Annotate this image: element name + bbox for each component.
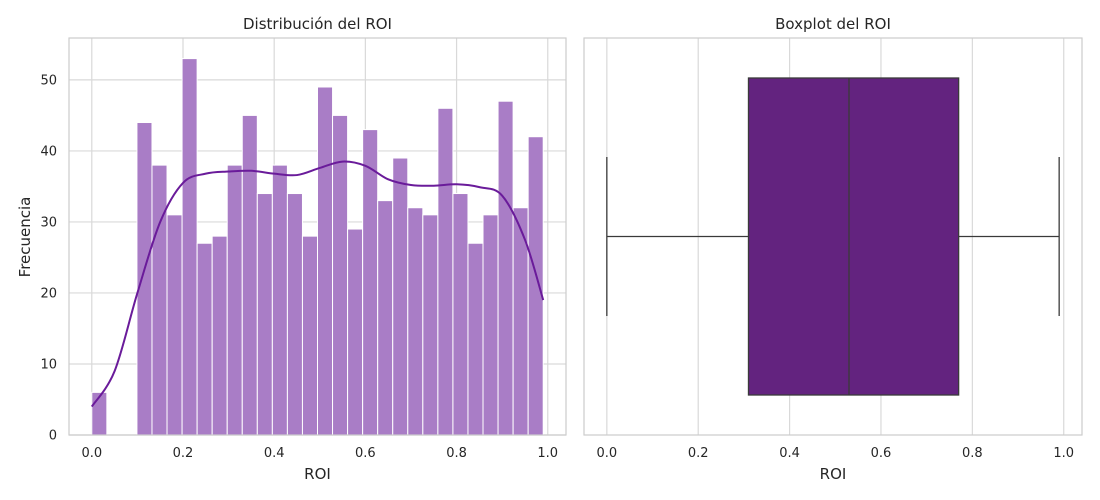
histogram-frame	[68, 37, 567, 436]
histogram-bar	[226, 164, 243, 436]
histogram-x-ticks: 0.0 0.2 0.4 0.6 0.8 1.0	[81, 446, 558, 461]
histogram-bar	[211, 235, 228, 436]
histogram-bar	[136, 122, 153, 436]
histogram-bar	[241, 114, 258, 436]
histogram-bar	[452, 193, 469, 436]
histogram-bar	[166, 214, 183, 436]
x-tick-label: 0.6	[355, 446, 376, 461]
histogram-title: Distribución del ROI	[243, 15, 392, 33]
boxplot-x-ticks: 0.0 0.2 0.4 0.6 0.8 1.0	[597, 446, 1075, 461]
x-tick-label: 0.8	[446, 446, 467, 461]
histogram-bar	[362, 129, 379, 436]
x-tick-label: 1.0	[537, 446, 558, 461]
histogram-bar	[407, 207, 424, 436]
y-tick-label: 0	[49, 429, 57, 444]
y-tick-label: 40	[40, 144, 57, 159]
x-tick-label: 0.2	[173, 446, 194, 461]
x-tick-label: 0.8	[962, 446, 983, 461]
histogram-y-label: Frecuencia	[16, 197, 34, 278]
histogram-bar	[271, 164, 288, 436]
boxplot-frame	[583, 37, 1083, 436]
histogram-bar	[392, 157, 409, 436]
y-tick-label: 50	[40, 73, 57, 88]
histogram-x-label: ROI	[304, 465, 331, 483]
histogram-bar	[437, 107, 454, 436]
histogram-bar	[317, 86, 334, 436]
x-tick-label: 0.4	[264, 446, 285, 461]
box-iqr	[747, 77, 960, 396]
histogram-bar	[91, 391, 108, 436]
kde-curve	[90, 160, 545, 408]
boxplot-title: Boxplot del ROI	[775, 15, 891, 33]
x-tick-label: 0.0	[81, 446, 102, 461]
histogram-bar	[377, 200, 394, 436]
histogram-bar	[256, 193, 273, 436]
histogram-bar	[482, 214, 499, 436]
boxplot-panel: 0.0 0.2 0.4 0.6 0.8 1.0 Boxplot del ROI ROI	[583, 15, 1083, 483]
x-tick-label: 0.0	[597, 446, 618, 461]
histogram-bar	[196, 242, 213, 436]
x-tick-label: 0.4	[779, 446, 800, 461]
histogram-bar	[286, 193, 303, 436]
histogram-bar	[181, 58, 198, 436]
histogram-bar	[347, 228, 364, 436]
x-tick-label: 1.0	[1053, 446, 1074, 461]
histogram-y-ticks: 0 10 20 30 40 50	[40, 73, 57, 443]
x-tick-label: 0.2	[688, 446, 709, 461]
x-tick-label: 0.6	[871, 446, 892, 461]
histogram-bar	[301, 235, 319, 436]
histogram-bar	[527, 136, 544, 436]
histogram-bar	[422, 214, 439, 436]
y-tick-label: 30	[40, 215, 57, 230]
y-tick-label: 20	[40, 286, 57, 301]
histogram-bar	[151, 164, 168, 436]
y-tick-label: 10	[40, 357, 57, 372]
boxplot-marks	[606, 77, 1060, 396]
histogram-bar	[467, 242, 484, 436]
histogram-bars	[91, 58, 544, 436]
histogram-panel: 0.0 0.2 0.4 0.6 0.8 1.0 0 10 20 30 40 50 Distribuc…	[16, 15, 567, 483]
histogram-bar	[497, 100, 514, 436]
boxplot-x-label: ROI	[820, 465, 847, 483]
